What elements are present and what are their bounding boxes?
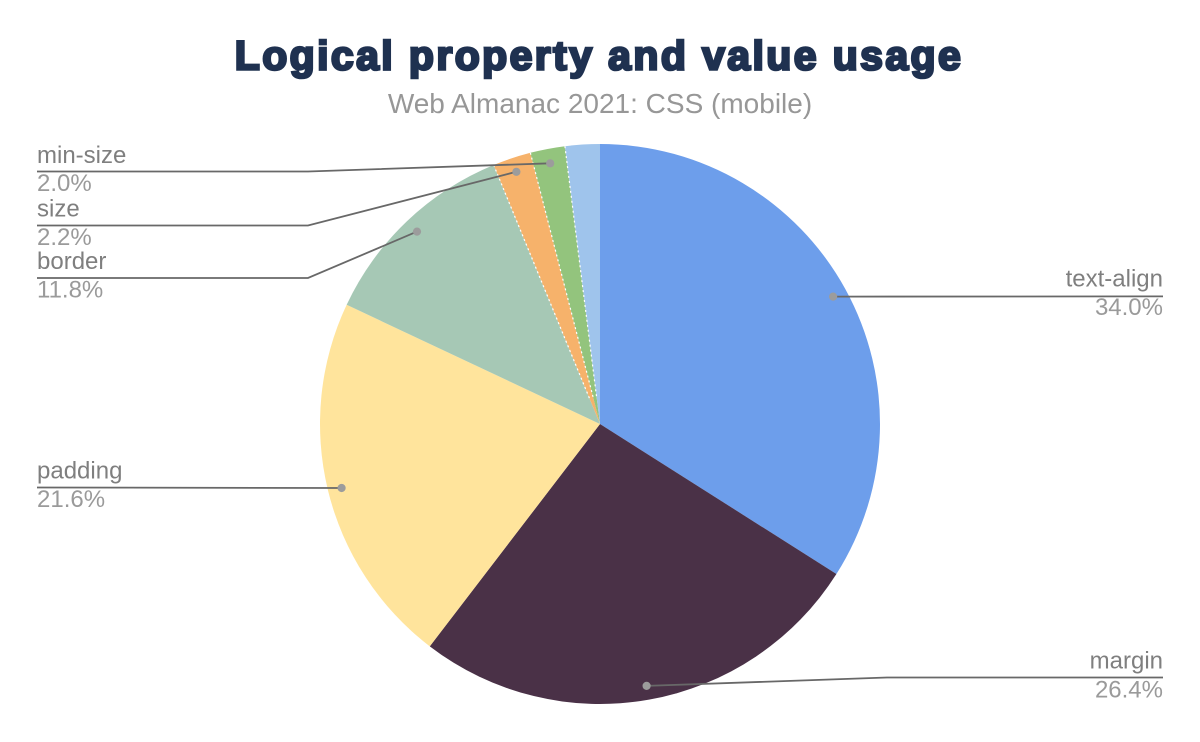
svg-text:text-align: text-align xyxy=(1066,266,1163,293)
svg-text:34.0%: 34.0% xyxy=(1095,294,1163,321)
svg-text:size: size xyxy=(37,196,80,223)
svg-text:margin: margin xyxy=(1090,648,1163,675)
svg-text:padding: padding xyxy=(37,458,122,485)
svg-text:Web Almanac 2021: CSS (mobile): Web Almanac 2021: CSS (mobile) xyxy=(388,88,812,119)
svg-text:21.6%: 21.6% xyxy=(37,486,105,513)
svg-text:26.4%: 26.4% xyxy=(1095,677,1163,704)
svg-text:Logical property and value usa: Logical property and value usage xyxy=(235,33,963,79)
svg-text:11.8%: 11.8% xyxy=(37,277,103,304)
svg-text:2.0%: 2.0% xyxy=(37,170,92,197)
svg-text:2.2%: 2.2% xyxy=(37,224,92,251)
svg-text:min-size: min-size xyxy=(37,142,126,169)
svg-text:border: border xyxy=(37,248,106,275)
